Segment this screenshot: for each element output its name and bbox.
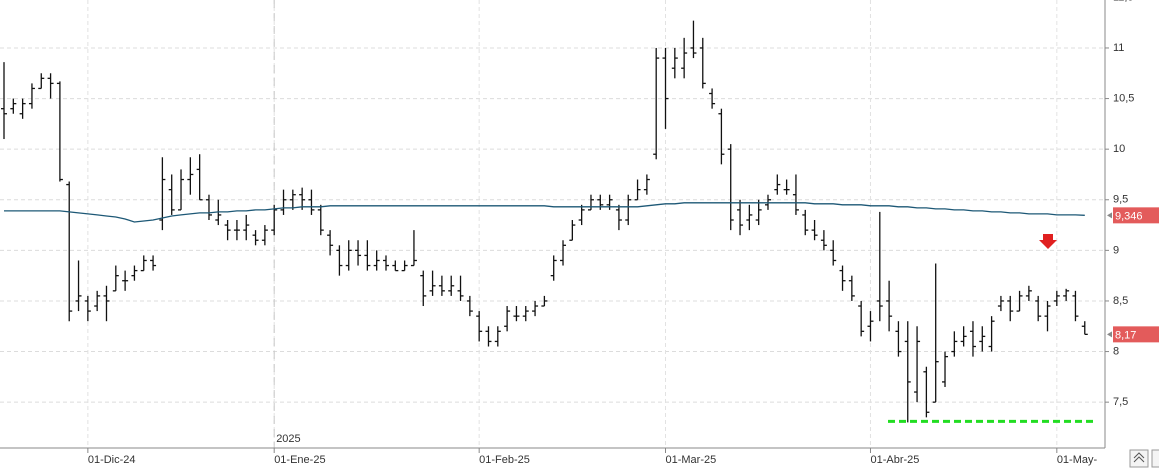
x-tick-label: 01-Ene-25 <box>274 454 325 466</box>
y-tick-label: 9 <box>1113 244 1119 256</box>
y-tick-label: 11 <box>1113 42 1124 54</box>
y-tick-label: 9,5 <box>1113 194 1128 206</box>
scroll-button[interactable] <box>1151 449 1159 468</box>
plot <box>1 20 1095 423</box>
y-tick-label: 8,5 <box>1113 295 1128 307</box>
value-tag-label: 8,17 <box>1115 329 1136 341</box>
y-tick-label: 11,5 <box>1113 0 1134 3</box>
moving-average <box>4 202 1085 223</box>
year-label: 2025 <box>276 433 300 445</box>
scroll-button[interactable] <box>1129 449 1149 468</box>
value-tag-pointer <box>1107 331 1112 338</box>
value-tag <box>1113 326 1159 343</box>
y-tick-label: 10 <box>1113 143 1125 155</box>
x-tick-label: 01-Dic-24 <box>88 454 136 466</box>
x-tick-label: 01-May- <box>1057 454 1098 466</box>
y-tick-label: 10,5 <box>1113 92 1134 104</box>
x-tick-label: 01-Feb-25 <box>479 454 530 466</box>
x-tick-label: 01-Mar-25 <box>666 454 717 466</box>
signal-arrow <box>1039 234 1057 249</box>
y-tick-label: 7,5 <box>1113 396 1128 408</box>
value-tag-pointer <box>1107 212 1112 219</box>
scroll-buttons[interactable] <box>1129 449 1159 468</box>
value-tag-label: 9,346 <box>1115 210 1143 222</box>
x-tick-label: 01-Abr-25 <box>870 454 919 466</box>
value-tag <box>1113 207 1159 224</box>
scroll-icon <box>1133 452 1145 463</box>
y-tick-label: 8 <box>1113 345 1119 357</box>
grid <box>0 0 1105 448</box>
